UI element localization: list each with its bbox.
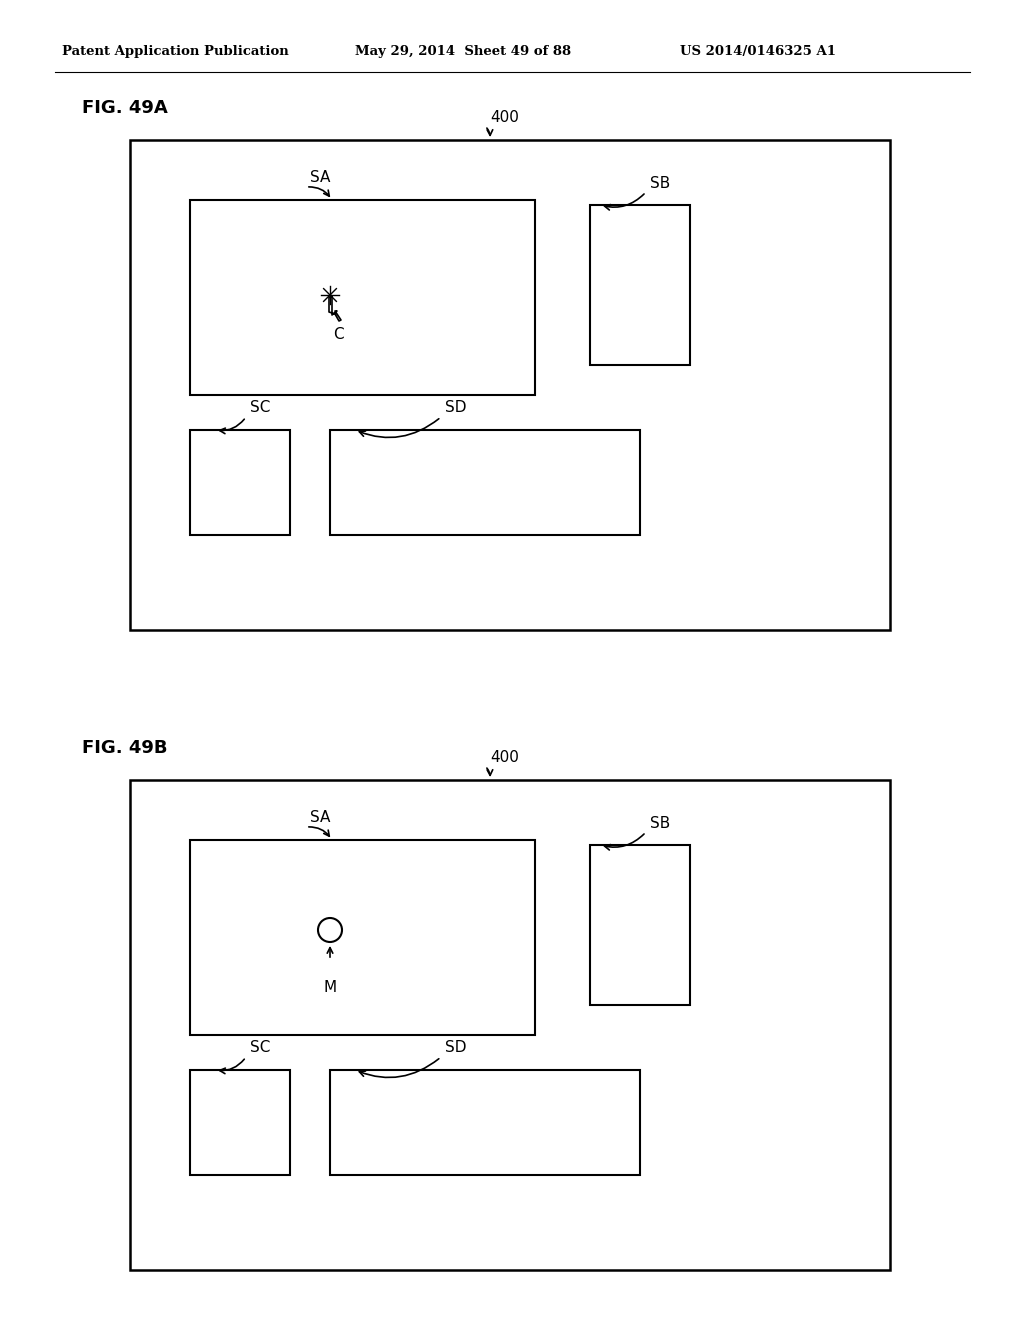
- Text: FIG. 49A: FIG. 49A: [82, 99, 168, 117]
- Text: SB: SB: [650, 176, 671, 190]
- Text: 400: 400: [490, 111, 519, 125]
- Bar: [130, 780, 890, 1270]
- Bar: [330, 1071, 640, 1175]
- Text: SA: SA: [310, 170, 331, 186]
- Text: US 2014/0146325 A1: US 2014/0146325 A1: [680, 45, 836, 58]
- Text: SD: SD: [445, 1040, 467, 1056]
- Text: SB: SB: [650, 816, 671, 830]
- Bar: [190, 840, 535, 1035]
- Text: SA: SA: [310, 810, 331, 825]
- Text: SD: SD: [445, 400, 467, 416]
- Bar: [190, 1071, 290, 1175]
- Text: SC: SC: [250, 400, 270, 416]
- Text: FIG. 49B: FIG. 49B: [82, 739, 168, 756]
- Bar: [590, 845, 690, 1005]
- Text: M: M: [324, 979, 337, 995]
- Text: C: C: [333, 327, 343, 342]
- Text: 400: 400: [490, 751, 519, 766]
- Text: SC: SC: [250, 1040, 270, 1056]
- Bar: [130, 140, 890, 630]
- Bar: [330, 430, 640, 535]
- Bar: [190, 430, 290, 535]
- Text: Patent Application Publication: Patent Application Publication: [62, 45, 289, 58]
- Bar: [190, 201, 535, 395]
- Bar: [590, 205, 690, 366]
- Text: May 29, 2014  Sheet 49 of 88: May 29, 2014 Sheet 49 of 88: [355, 45, 571, 58]
